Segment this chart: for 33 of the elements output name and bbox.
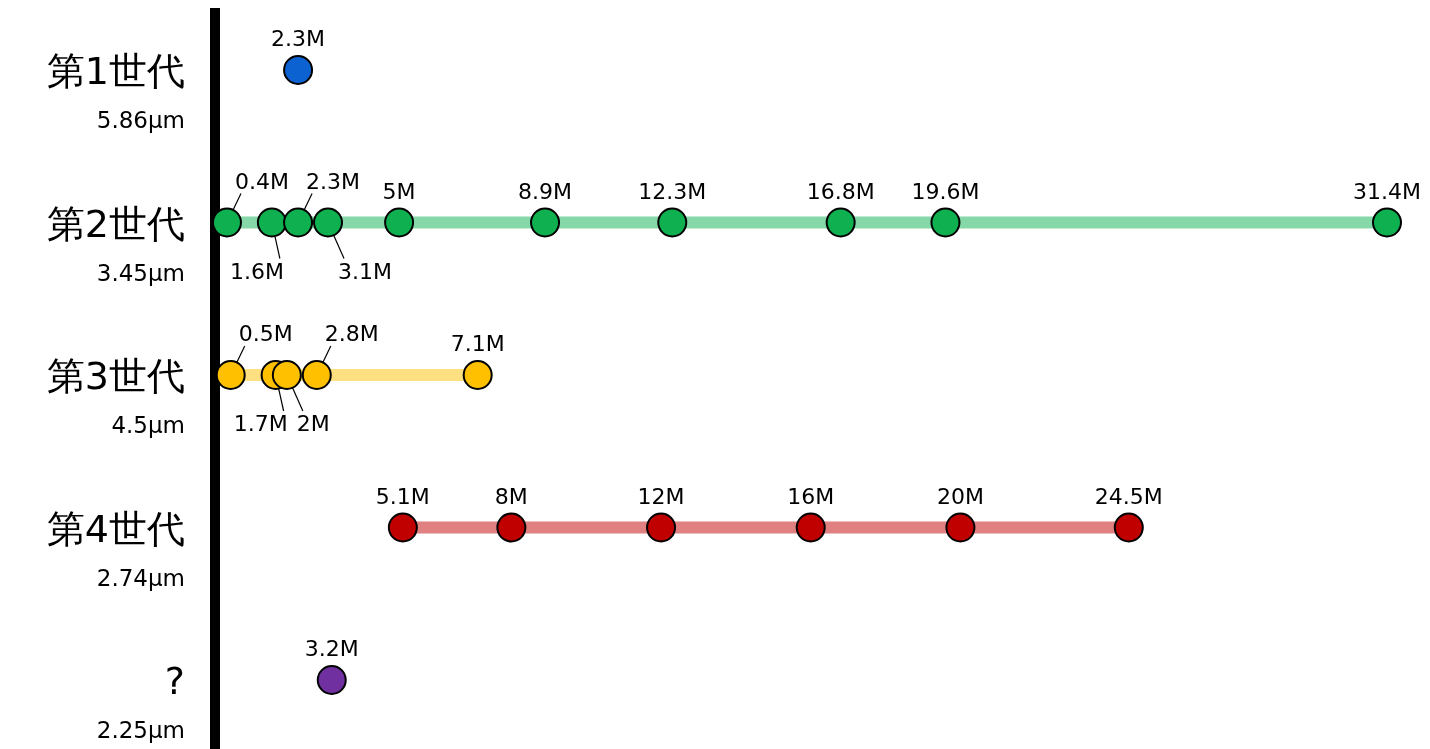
data-label: 5.1M xyxy=(375,483,430,509)
data-label: 0.5M xyxy=(238,321,293,346)
y2-tick-label: 4.5µm xyxy=(111,412,185,438)
data-label: 2.3M xyxy=(271,26,326,51)
y2-tick-label: 2.74µm xyxy=(96,564,185,591)
data-label: 31.4M xyxy=(1353,178,1421,204)
data-label: 24.5M xyxy=(1094,483,1163,509)
data-label: 3.2M xyxy=(304,636,359,661)
y-tick-label: 第4世代 xyxy=(46,506,185,551)
y-tick-label: 第2世代 xyxy=(46,201,185,246)
data-label: 2.3M xyxy=(306,168,361,194)
data-label: 3.1M xyxy=(338,258,392,284)
data-label: 7.1M xyxy=(450,331,505,356)
data-label: 8M xyxy=(494,483,528,509)
y-tick-label: 第3世代 xyxy=(46,354,185,398)
y-tick-label: 第1世代 xyxy=(46,49,185,93)
data-label: 8.9M xyxy=(518,178,573,204)
y2-tick-label: 3.45µm xyxy=(96,259,185,286)
y-tick-label: ? xyxy=(164,659,185,703)
data-label: 12.3M xyxy=(638,178,707,204)
data-label: 5M xyxy=(382,178,416,204)
y2-tick-label: 5.86µm xyxy=(96,107,185,133)
data-label: 12M xyxy=(637,483,685,509)
data-label: 0.4M xyxy=(234,168,289,194)
data-label: 16M xyxy=(787,483,835,509)
data-label: 16.8M xyxy=(806,178,875,204)
data-label: 20M xyxy=(936,483,984,509)
data-label: 1.6M xyxy=(229,258,284,284)
data-label: 2M xyxy=(296,411,330,436)
data-label: 19.6M xyxy=(911,178,980,204)
data-label: 1.7M xyxy=(233,411,288,436)
y2-tick-label: 2.25µm xyxy=(96,717,185,743)
data-label: 2.8M xyxy=(324,321,379,346)
